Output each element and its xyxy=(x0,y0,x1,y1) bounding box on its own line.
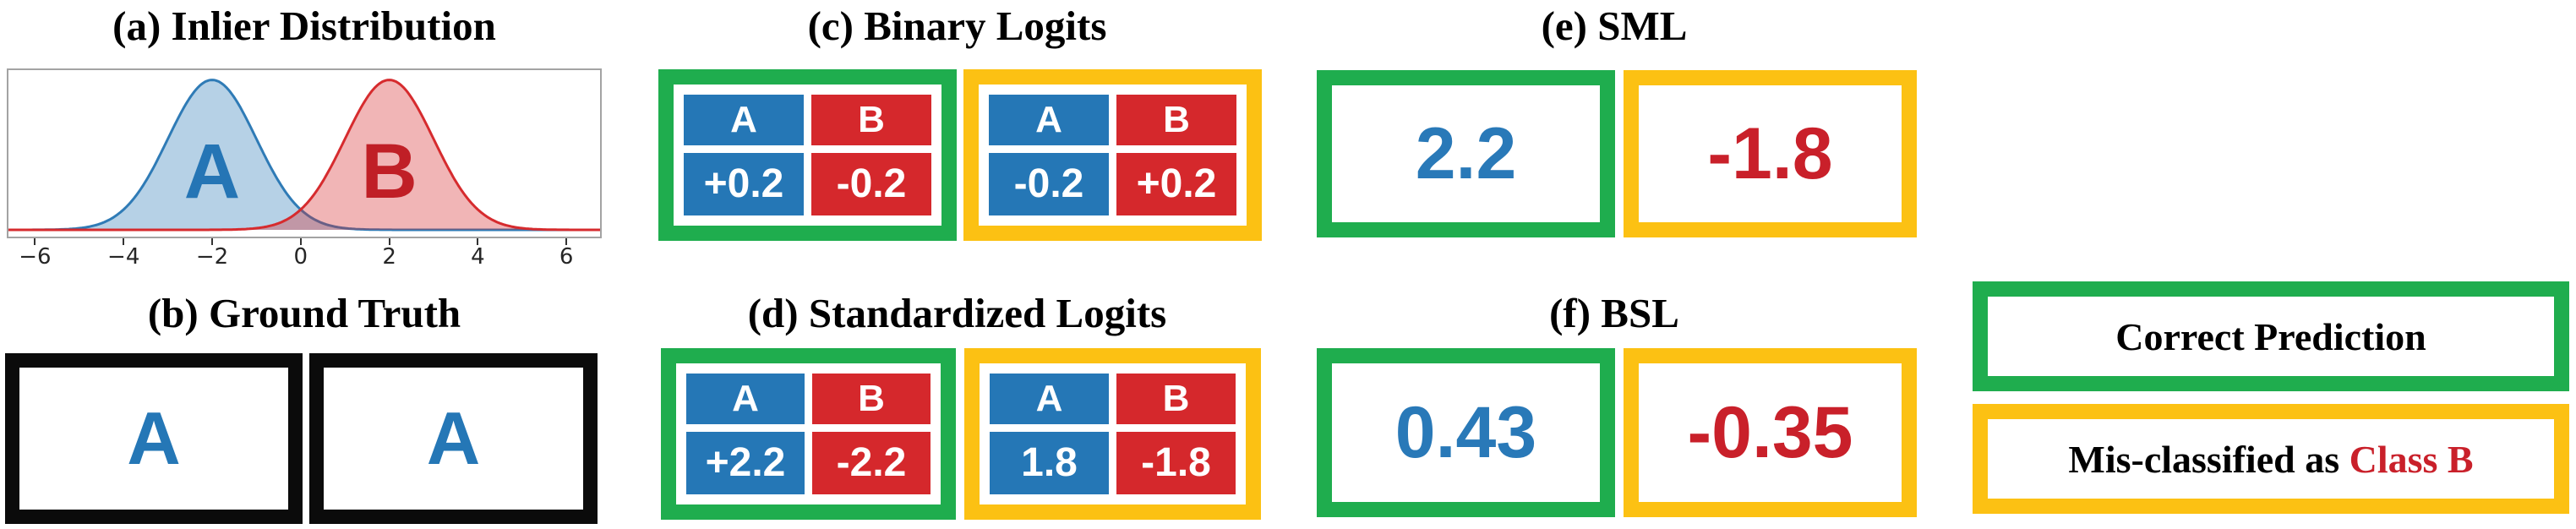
x-tick-label: −2 xyxy=(195,244,229,270)
x-tick-label: 4 xyxy=(471,244,485,270)
legend-correct-prediction: Correct Prediction xyxy=(1973,281,2569,391)
x-tick-label: −6 xyxy=(19,244,52,270)
class-a-header-cell: A xyxy=(989,95,1109,146)
class-b-header-cell: B xyxy=(1116,95,1236,146)
panel-f-title: (f) BSL xyxy=(1549,290,1679,336)
sml-misclassified-score: -1.8 xyxy=(1707,113,1833,194)
logit-grid: A B 1.8 -1.8 xyxy=(990,374,1236,494)
x-tick-mark xyxy=(299,238,302,245)
legend-misclassified-prefix: Mis-classified as xyxy=(2068,437,2350,481)
distribution-label-B: B xyxy=(361,128,418,215)
binary-logits-correct-table: A B +0.2 -0.2 xyxy=(658,69,957,241)
class-b-header-cell: B xyxy=(811,95,931,146)
class-a-header-cell: A xyxy=(990,374,1109,425)
bsl-misclassified-score-box: -0.35 xyxy=(1624,348,1917,517)
x-tick-mark xyxy=(34,238,36,245)
x-tick-mark xyxy=(388,238,390,245)
ground-truth-box-1: A xyxy=(5,353,303,524)
class-a-header-cell: A xyxy=(684,95,804,146)
bsl-correct-score: 0.43 xyxy=(1394,392,1537,473)
class-a-header-cell: A xyxy=(686,374,805,425)
class-a-logit-cell: -0.2 xyxy=(989,153,1109,215)
sml-misclassified-score-box: -1.8 xyxy=(1624,70,1917,237)
ground-truth-label-2: A xyxy=(426,396,481,480)
ground-truth-label-1: A xyxy=(127,396,181,480)
bsl-misclassified-score: -0.35 xyxy=(1687,392,1853,473)
x-tick-label: 6 xyxy=(559,244,574,270)
density-curve-A xyxy=(8,79,600,232)
x-tick-mark xyxy=(211,238,214,245)
x-tick-label: 2 xyxy=(382,244,396,270)
class-a-logit-cell: 1.8 xyxy=(990,432,1109,494)
sml-correct-score-box: 2.2 xyxy=(1317,70,1615,237)
legend-correct-label: Correct Prediction xyxy=(2115,314,2426,358)
logit-grid: A B +0.2 -0.2 xyxy=(684,95,931,215)
panel-bsl: (f) BSL 0.43 -0.35 xyxy=(1306,279,1923,529)
panel-c-title: (c) Binary Logits xyxy=(807,3,1107,49)
distribution-plot xyxy=(7,68,602,238)
x-tick-label: −4 xyxy=(107,244,140,270)
bsl-correct-score-box: 0.43 xyxy=(1317,348,1615,517)
x-tick-mark xyxy=(123,238,125,245)
class-a-logit-cell: +2.2 xyxy=(686,432,805,494)
panel-a-title: (a) Inlier Distribution xyxy=(112,3,496,49)
class-b-logit-cell: -0.2 xyxy=(811,153,931,215)
class-b-logit-cell: -2.2 xyxy=(812,432,931,494)
class-b-header-cell: B xyxy=(1116,374,1236,425)
panel-d-title: (d) Standardized Logits xyxy=(747,290,1167,336)
panel-inlier-distribution: (a) Inlier Distribution A B −6 −4 −2 0 2 4 6 xyxy=(0,0,609,279)
x-tick-mark xyxy=(565,238,568,245)
panel-b-title: (b) Ground Truth xyxy=(147,290,461,336)
legend-misclassified-label: Mis-classified as Class B xyxy=(2068,437,2473,482)
logit-grid: A B +2.2 -2.2 xyxy=(686,374,931,494)
legend-class-b-label: Class B xyxy=(2349,437,2474,481)
panel-binary-logits: (c) Binary Logits A B +0.2 -0.2 A B -0.2… xyxy=(651,0,1263,279)
legend-misclassified: Mis-classified as Class B xyxy=(1973,404,2569,514)
standardized-logits-misclassified-table: A B 1.8 -1.8 xyxy=(964,348,1261,520)
class-b-logit-cell: -1.8 xyxy=(1116,432,1236,494)
class-b-header-cell: B xyxy=(812,374,931,425)
panel-standardized-logits: (d) Standardized Logits A B +2.2 -2.2 A … xyxy=(651,279,1263,529)
logit-grid: A B -0.2 +0.2 xyxy=(989,95,1236,215)
panel-e-title: (e) SML xyxy=(1541,3,1688,49)
standardized-logits-correct-table: A B +2.2 -2.2 xyxy=(661,348,956,520)
density-fill-A xyxy=(8,79,600,230)
panel-sml: (e) SML 2.2 -1.8 xyxy=(1306,0,1923,279)
distribution-svg xyxy=(8,79,600,232)
density-fill-B xyxy=(8,79,600,230)
x-tick-label: 0 xyxy=(293,244,308,270)
panel-ground-truth: (b) Ground Truth A A xyxy=(0,279,609,529)
x-tick-mark xyxy=(477,238,479,245)
density-curve-B xyxy=(8,79,600,232)
sml-correct-score: 2.2 xyxy=(1415,113,1517,194)
binary-logits-misclassified-table: A B -0.2 +0.2 xyxy=(963,69,1262,241)
class-a-logit-cell: +0.2 xyxy=(684,153,804,215)
class-b-logit-cell: +0.2 xyxy=(1116,153,1236,215)
ground-truth-box-2: A xyxy=(309,353,598,524)
distribution-label-A: A xyxy=(183,128,241,215)
